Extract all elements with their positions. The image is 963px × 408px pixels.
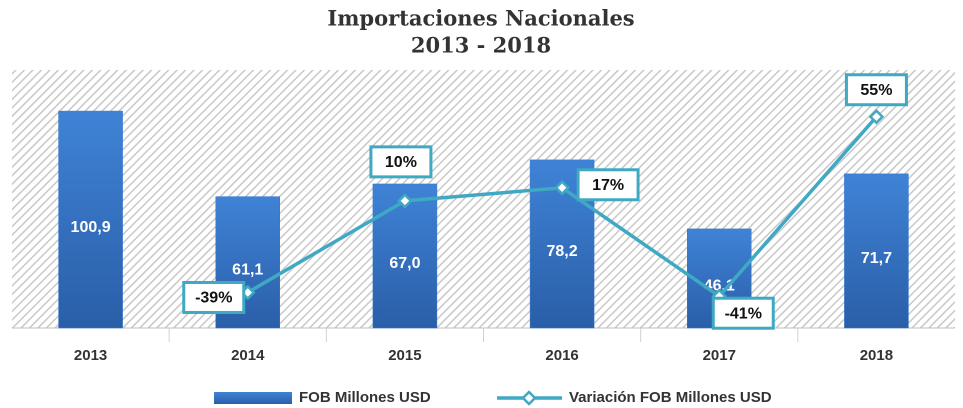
chart-title: Importaciones Nacionales [327,6,634,31]
line-marker [397,193,413,209]
legend-label: Variación FOB Millones USD [569,389,772,406]
x-tick-label: 2014 [231,347,265,364]
legend-label: FOB Millones USD [299,389,431,406]
x-tick-label: 2016 [545,347,578,364]
line-label-box [182,280,246,314]
x-tick-label: 2018 [860,347,893,364]
line-label-box [711,296,775,330]
line-label-box [576,168,640,202]
bar-value-label: 61,1 [232,262,263,279]
bar-value-label: 67,0 [389,255,420,272]
line-label-box [369,145,433,179]
line-label-box [844,73,908,107]
legend-swatch [521,390,537,406]
bar [58,110,123,329]
line-value-label: -41% [725,305,762,322]
bar-value-label: 71,7 [861,250,892,267]
bar [844,173,909,329]
line-value-label: 55% [860,82,892,99]
chart-subtitle: 2013 - 2018 [411,33,551,58]
plot-background [12,70,955,328]
x-tick-label: 2013 [74,347,107,364]
x-tick-label: 2015 [388,347,421,364]
line-value-label: 10% [385,154,417,171]
bar-value-label: 100,9 [71,219,111,236]
line-value-label: 17% [592,177,624,194]
line-marker [554,180,570,196]
line-value-label: -39% [195,290,232,307]
legend-swatch [214,392,292,404]
x-tick-label: 2017 [703,347,736,364]
bar-value-label: 78,2 [547,243,578,260]
line-marker [868,108,885,125]
